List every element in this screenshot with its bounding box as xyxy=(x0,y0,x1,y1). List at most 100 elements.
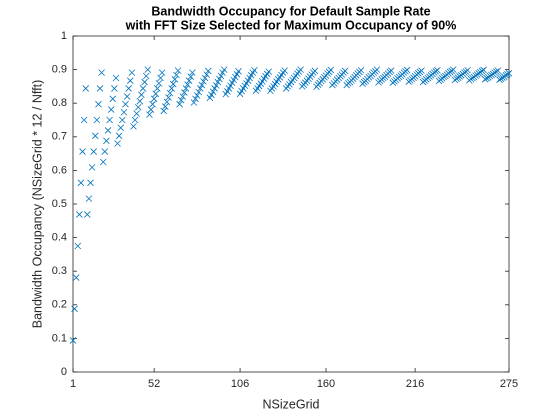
marker xyxy=(311,67,319,75)
marker xyxy=(327,66,335,74)
marker xyxy=(87,179,94,187)
marker xyxy=(144,66,152,73)
marker xyxy=(224,88,231,95)
marker xyxy=(486,72,494,80)
marker xyxy=(214,78,222,86)
marker xyxy=(209,88,217,96)
marker xyxy=(88,164,96,171)
marker xyxy=(208,91,215,99)
marker xyxy=(76,211,83,218)
marker xyxy=(480,66,487,74)
marker xyxy=(104,127,112,134)
marker xyxy=(217,72,225,80)
marker xyxy=(134,103,142,111)
marker xyxy=(123,93,131,100)
marker xyxy=(84,211,91,218)
marker xyxy=(90,148,97,155)
y-tick-label: 0.7 xyxy=(52,131,67,143)
marker xyxy=(297,66,304,73)
marker xyxy=(494,67,502,74)
marker xyxy=(111,85,118,92)
marker xyxy=(117,124,125,132)
marker xyxy=(115,132,123,140)
marker xyxy=(91,132,99,140)
marker xyxy=(138,91,145,99)
marker xyxy=(472,72,479,79)
marker xyxy=(198,81,206,89)
marker xyxy=(467,75,475,83)
marker xyxy=(114,140,121,147)
marker xyxy=(182,85,190,92)
marker xyxy=(492,68,500,75)
marker xyxy=(130,123,137,130)
marker xyxy=(220,66,228,73)
marker xyxy=(174,67,182,74)
marker xyxy=(128,69,136,76)
marker xyxy=(197,85,204,92)
marker xyxy=(109,95,117,103)
marker xyxy=(163,98,171,106)
marker xyxy=(453,75,460,82)
marker xyxy=(165,94,172,101)
marker xyxy=(450,66,457,73)
marker xyxy=(98,69,105,76)
marker xyxy=(85,195,93,202)
y-axis-label: Bandwidth Occupancy (NSizeGrid * 12 / Nf… xyxy=(30,80,44,329)
marker xyxy=(133,110,140,117)
marker xyxy=(93,116,101,124)
marker xyxy=(434,66,441,74)
marker xyxy=(96,85,104,92)
marker xyxy=(155,80,163,87)
marker xyxy=(341,67,349,75)
marker xyxy=(203,71,210,78)
marker xyxy=(446,68,454,76)
marker xyxy=(357,66,365,74)
marker xyxy=(488,71,495,79)
marker xyxy=(432,67,440,75)
marker xyxy=(497,75,505,82)
marker xyxy=(77,179,85,187)
marker xyxy=(166,89,174,97)
marker xyxy=(177,96,185,104)
marker xyxy=(154,85,161,92)
chart-title: Bandwidth Occupancy for Default Sample R… xyxy=(151,4,430,18)
marker xyxy=(173,71,180,79)
marker xyxy=(478,67,486,75)
y-tick-label: 0.6 xyxy=(52,164,67,176)
marker xyxy=(160,107,167,115)
marker xyxy=(99,158,107,166)
marker xyxy=(475,70,483,77)
marker xyxy=(216,75,223,83)
marker xyxy=(504,71,511,78)
marker xyxy=(95,100,102,108)
x-tick-label: 106 xyxy=(231,378,249,390)
marker xyxy=(176,100,183,108)
marker xyxy=(195,88,202,96)
marker xyxy=(149,100,156,108)
marker xyxy=(281,67,288,74)
y-tick-label: 0.8 xyxy=(52,97,67,109)
marker xyxy=(219,69,226,76)
marker xyxy=(122,100,129,108)
marker xyxy=(456,73,463,80)
marker xyxy=(469,74,476,82)
marker xyxy=(162,103,169,110)
marker xyxy=(184,81,191,89)
x-tick-label: 160 xyxy=(317,378,335,390)
marker xyxy=(82,85,90,92)
marker xyxy=(212,82,220,89)
marker xyxy=(120,108,128,116)
marker xyxy=(201,74,209,82)
marker xyxy=(103,137,110,145)
marker xyxy=(483,75,491,82)
marker xyxy=(101,148,109,155)
marker xyxy=(107,106,115,113)
marker xyxy=(502,72,510,79)
x-tick-label: 1 xyxy=(70,378,76,390)
marker xyxy=(227,82,234,90)
marker xyxy=(496,76,503,83)
marker xyxy=(72,274,80,281)
marker xyxy=(189,69,196,76)
marker xyxy=(171,76,179,83)
marker xyxy=(440,73,448,81)
